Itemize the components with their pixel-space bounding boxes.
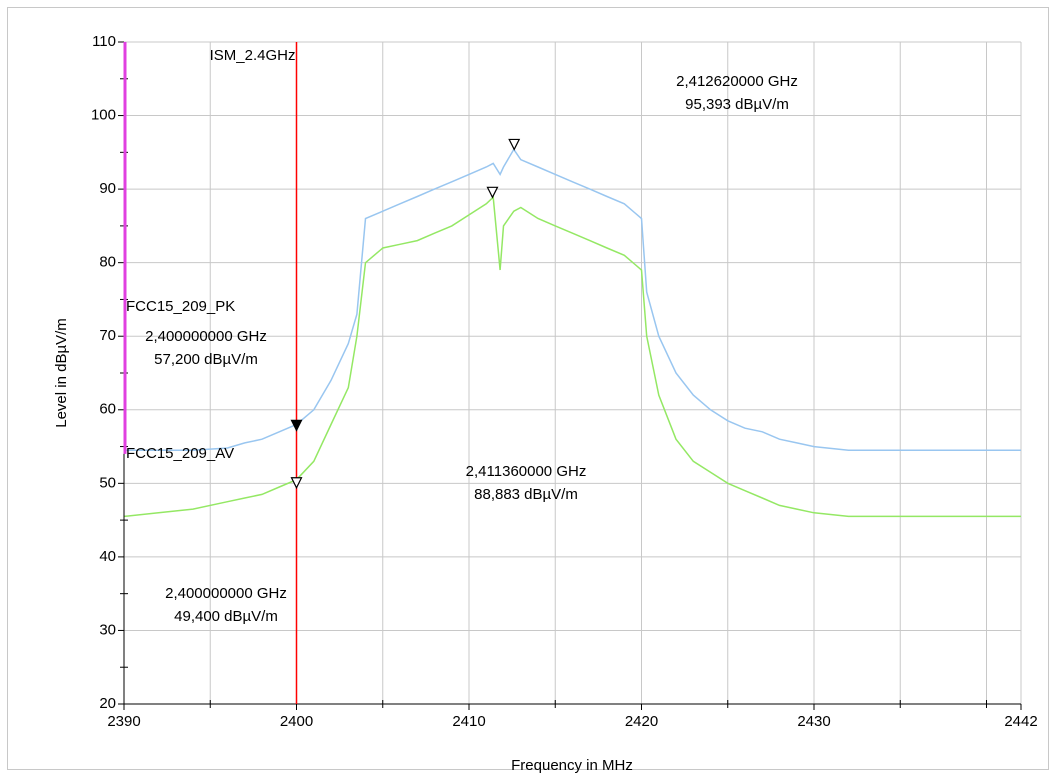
marker [508, 138, 521, 151]
marker-value-label: 88,883 dBµV/m [474, 486, 578, 503]
x-tick-label: 2420 [625, 713, 658, 730]
marker-label: 2,400000000 GHz [145, 328, 267, 345]
marker-label: 2,411360000 GHz [466, 463, 587, 480]
x-tick-label: 2430 [797, 713, 830, 730]
marker-value-label: 57,200 dBµV/m [154, 351, 258, 368]
y-tick-label: 110 [92, 33, 116, 50]
trace [123, 195, 1021, 518]
marker-value-label: 95,393 dBµV/m [685, 96, 789, 113]
x-tick-label: 2410 [452, 713, 485, 730]
ism-label: ISM_2.4GHz [210, 47, 296, 64]
y-tick-label: 50 [99, 474, 116, 491]
x-tick-label: 2442 [1004, 713, 1037, 730]
marker-label: 2,412620000 GHz [676, 73, 798, 90]
marker-value-label: 49,400 dBµV/m [174, 608, 278, 625]
marker [290, 477, 303, 490]
y-tick-label: 60 [99, 401, 116, 418]
y-tick-label: 80 [99, 254, 116, 271]
y-tick-label: 70 [99, 327, 116, 344]
y-tick-label: 30 [99, 621, 116, 638]
x-axis-title: Frequency in MHz [511, 757, 633, 774]
frame [7, 7, 1049, 770]
limit-label: FCC15_209_PK [126, 298, 235, 315]
y-tick-label: 90 [99, 180, 116, 197]
y-tick-label: 20 [99, 695, 116, 712]
limit-label: FCC15_209_AV [126, 445, 234, 462]
marker [486, 186, 499, 199]
marker [290, 419, 303, 432]
y-tick-label: 40 [99, 548, 116, 565]
trace [124, 147, 1021, 451]
y-axis-title: Level in dBµV/m [53, 318, 70, 428]
marker-label: 2,400000000 GHz [165, 585, 287, 602]
x-tick-label: 2390 [107, 713, 140, 730]
x-tick-label: 2400 [280, 713, 313, 730]
y-tick-label: 100 [91, 107, 116, 124]
